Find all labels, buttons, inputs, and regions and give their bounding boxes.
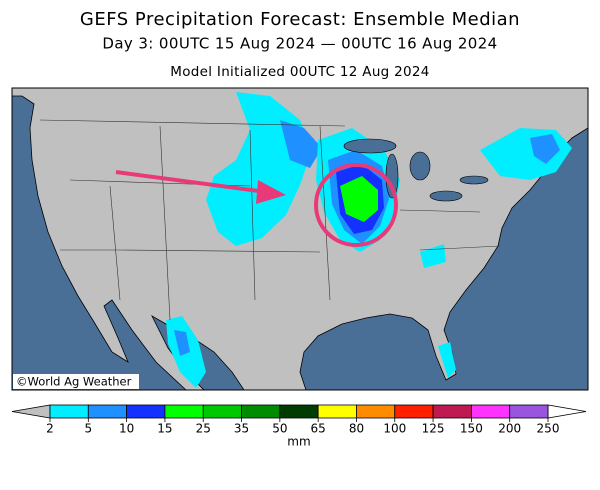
colorbar-label: 125 (422, 422, 445, 436)
highlight-arrow (115, 170, 267, 194)
colorbar-label: 100 (383, 422, 406, 436)
colorbar-label: 65 (311, 422, 326, 436)
init-line: Model Initialized 00UTC 12 Aug 2024 (170, 64, 429, 80)
colorbar-label: 50 (272, 422, 287, 436)
lake (343, 138, 397, 154)
lake (459, 175, 489, 185)
map: ©World Ag Weather (11, 87, 589, 391)
map-subtitle: Day 3: 00UTC 15 Aug 2024 — 00UTC 16 Aug … (102, 35, 497, 53)
colorbar-segment (317, 404, 357, 419)
colorbar-label: 2 (46, 422, 54, 436)
map-title: GEFS Precipitation Forecast: Ensemble Me… (80, 9, 520, 30)
lake (429, 190, 463, 202)
colorbar-segment (126, 404, 166, 419)
colorbar-label: 35 (234, 422, 249, 436)
colorbar-under (11, 404, 51, 419)
precip-cyan-southeast (420, 244, 446, 268)
colorbar-segment (356, 404, 396, 419)
colorbar-segment (509, 404, 549, 419)
colorbar-segment (432, 404, 472, 419)
precip-cyan-florida (438, 342, 456, 378)
colorbar-segment (470, 404, 511, 419)
precip-green-midwest (340, 176, 378, 222)
colorbar-segment (202, 404, 242, 419)
precip-blue-northeast (530, 134, 560, 164)
colorbar-units: mm (287, 435, 310, 449)
colorbar-segment (279, 404, 319, 419)
colorbar-label: 80 (349, 422, 364, 436)
colorbar-over (547, 404, 587, 419)
copyright-box (13, 374, 139, 389)
copyright: ©World Ag Weather (16, 375, 132, 389)
colorbar-label: 25 (196, 422, 211, 436)
lake (409, 151, 431, 181)
colorbar-label: 10 (119, 422, 134, 436)
colorbar-label: 5 (84, 422, 92, 436)
colorbar-segment (394, 404, 434, 419)
colorbar-segment (87, 404, 128, 419)
colorbar-segment (164, 404, 204, 419)
precip-blue-southwest (174, 330, 190, 356)
highlight-circle (314, 163, 398, 247)
colorbar-label: 15 (157, 422, 172, 436)
precip-blue-plains (280, 120, 322, 168)
arrow-head (256, 180, 286, 204)
borders (39, 119, 501, 321)
colorbar-label: 250 (537, 422, 560, 436)
colorbar-label: 150 (460, 422, 483, 436)
colorbar-label: 200 (498, 422, 521, 436)
colorbar-segment (241, 404, 281, 419)
map-frame (11, 87, 589, 391)
colorbar-segment (49, 404, 89, 419)
